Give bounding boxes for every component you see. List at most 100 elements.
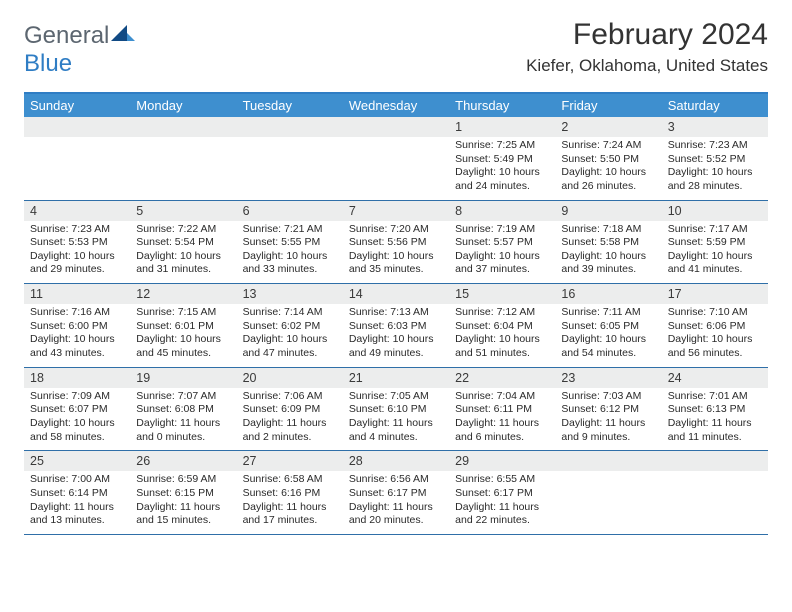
sunset-line: Sunset: 6:09 PM <box>243 403 337 417</box>
calendar-week: 1Sunrise: 7:25 AMSunset: 5:49 PMDaylight… <box>24 117 768 201</box>
sunrise-line: Sunrise: 7:16 AM <box>30 306 124 320</box>
sunset-line: Sunset: 5:57 PM <box>455 236 549 250</box>
sunrise-line: Sunrise: 7:19 AM <box>455 223 549 237</box>
day-info: Sunrise: 7:23 AMSunset: 5:53 PMDaylight:… <box>24 223 130 278</box>
calendar-day: 12Sunrise: 7:15 AMSunset: 6:01 PMDayligh… <box>130 284 236 367</box>
sunset-line: Sunset: 6:15 PM <box>136 487 230 501</box>
sunrise-line: Sunrise: 7:18 AM <box>561 223 655 237</box>
sunset-line: Sunset: 6:17 PM <box>455 487 549 501</box>
title-block: February 2024 Kiefer, Oklahoma, United S… <box>526 18 768 76</box>
calendar-day: 17Sunrise: 7:10 AMSunset: 6:06 PMDayligh… <box>662 284 768 367</box>
calendar-day: 14Sunrise: 7:13 AMSunset: 6:03 PMDayligh… <box>343 284 449 367</box>
sunset-line: Sunset: 5:55 PM <box>243 236 337 250</box>
daylight-line: Daylight: 10 hours and 56 minutes. <box>668 333 762 360</box>
calendar-day <box>343 117 449 200</box>
sunset-line: Sunset: 5:58 PM <box>561 236 655 250</box>
day-info: Sunrise: 7:03 AMSunset: 6:12 PMDaylight:… <box>555 390 661 445</box>
daylight-line: Daylight: 10 hours and 49 minutes. <box>349 333 443 360</box>
sunrise-line: Sunrise: 7:14 AM <box>243 306 337 320</box>
sunset-line: Sunset: 5:52 PM <box>668 153 762 167</box>
col-header: Thursday <box>449 94 555 117</box>
sunrise-line: Sunrise: 7:06 AM <box>243 390 337 404</box>
daylight-line: Daylight: 11 hours and 2 minutes. <box>243 417 337 444</box>
sunrise-line: Sunrise: 7:07 AM <box>136 390 230 404</box>
daylight-line: Daylight: 11 hours and 11 minutes. <box>668 417 762 444</box>
daylight-line: Daylight: 11 hours and 9 minutes. <box>561 417 655 444</box>
day-number: 8 <box>449 201 555 221</box>
day-number <box>237 117 343 137</box>
sunset-line: Sunset: 6:07 PM <box>30 403 124 417</box>
day-number: 12 <box>130 284 236 304</box>
day-info: Sunrise: 7:00 AMSunset: 6:14 PMDaylight:… <box>24 473 130 528</box>
sunrise-line: Sunrise: 6:56 AM <box>349 473 443 487</box>
calendar-day: 22 Sunrise: 7:04 AMSunset: 6:11 PMDayligh… <box>449 368 555 451</box>
daylight-line: Daylight: 10 hours and 54 minutes. <box>561 333 655 360</box>
daylight-line: Daylight: 10 hours and 33 minutes. <box>243 250 337 277</box>
daylight-line: Daylight: 10 hours and 41 minutes. <box>668 250 762 277</box>
day-info: Sunrise: 6:55 AMSunset: 6:17 PMDaylight:… <box>449 473 555 528</box>
day-number <box>555 451 661 471</box>
day-number: 17 <box>662 284 768 304</box>
day-info: Sunrise: 7:25 AMSunset: 5:49 PMDaylight:… <box>449 139 555 194</box>
day-info: Sunrise: 7:17 AMSunset: 5:59 PMDaylight:… <box>662 223 768 278</box>
day-info: Sunrise: 6:58 AMSunset: 6:16 PMDaylight:… <box>237 473 343 528</box>
day-info: Sunrise: 7:15 AMSunset: 6:01 PMDaylight:… <box>130 306 236 361</box>
calendar-day: 6Sunrise: 7:21 AMSunset: 5:55 PMDaylight… <box>237 201 343 284</box>
brand-word-1: General <box>24 22 109 49</box>
sunrise-line: Sunrise: 7:23 AM <box>30 223 124 237</box>
col-header: Sunday <box>24 94 130 117</box>
daylight-line: Daylight: 10 hours and 47 minutes. <box>243 333 337 360</box>
sunrise-line: Sunrise: 7:20 AM <box>349 223 443 237</box>
col-header: Tuesday <box>237 94 343 117</box>
sunset-line: Sunset: 6:05 PM <box>561 320 655 334</box>
calendar-day: 5Sunrise: 7:22 AMSunset: 5:54 PMDaylight… <box>130 201 236 284</box>
location: Kiefer, Oklahoma, United States <box>526 56 768 76</box>
day-info: Sunrise: 7:21 AMSunset: 5:55 PMDaylight:… <box>237 223 343 278</box>
day-info: Sunrise: 7:12 AMSunset: 6:04 PMDaylight:… <box>449 306 555 361</box>
sunset-line: Sunset: 6:11 PM <box>455 403 549 417</box>
calendar-day: 3Sunrise: 7:23 AMSunset: 5:52 PMDaylight… <box>662 117 768 200</box>
day-info: Sunrise: 7:19 AMSunset: 5:57 PMDaylight:… <box>449 223 555 278</box>
day-number <box>662 451 768 471</box>
day-number: 23 <box>555 368 661 388</box>
day-info: Sunrise: 6:59 AMSunset: 6:15 PMDaylight:… <box>130 473 236 528</box>
day-info: Sunrise: 7:20 AMSunset: 5:56 PMDaylight:… <box>343 223 449 278</box>
day-info: Sunrise: 7:07 AMSunset: 6:08 PMDaylight:… <box>130 390 236 445</box>
col-header: Monday <box>130 94 236 117</box>
sunset-line: Sunset: 6:04 PM <box>455 320 549 334</box>
sunset-line: Sunset: 5:59 PM <box>668 236 762 250</box>
day-number: 28 <box>343 451 449 471</box>
sunrise-line: Sunrise: 7:24 AM <box>561 139 655 153</box>
day-number: 1 <box>449 117 555 137</box>
sunrise-line: Sunrise: 7:00 AM <box>30 473 124 487</box>
daylight-line: Daylight: 10 hours and 26 minutes. <box>561 166 655 193</box>
calendar-day <box>24 117 130 200</box>
col-header: Friday <box>555 94 661 117</box>
daylight-line: Daylight: 11 hours and 6 minutes. <box>455 417 549 444</box>
day-number: 6 <box>237 201 343 221</box>
daylight-line: Daylight: 11 hours and 20 minutes. <box>349 501 443 528</box>
calendar-day: 7Sunrise: 7:20 AMSunset: 5:56 PMDaylight… <box>343 201 449 284</box>
day-number: 22 <box>449 368 555 388</box>
day-number: 14 <box>343 284 449 304</box>
calendar-day: 4Sunrise: 7:23 AMSunset: 5:53 PMDaylight… <box>24 201 130 284</box>
calendar-day: 1Sunrise: 7:25 AMSunset: 5:49 PMDaylight… <box>449 117 555 200</box>
calendar-day: 2Sunrise: 7:24 AMSunset: 5:50 PMDaylight… <box>555 117 661 200</box>
daylight-line: Daylight: 10 hours and 35 minutes. <box>349 250 443 277</box>
calendar-day: 10Sunrise: 7:17 AMSunset: 5:59 PMDayligh… <box>662 201 768 284</box>
daylight-line: Daylight: 10 hours and 29 minutes. <box>30 250 124 277</box>
calendar-day: 21Sunrise: 7:05 AMSunset: 6:10 PMDayligh… <box>343 368 449 451</box>
calendar-week: 18Sunrise: 7:09 AMSunset: 6:07 PMDayligh… <box>24 368 768 452</box>
day-info: Sunrise: 7:23 AMSunset: 5:52 PMDaylight:… <box>662 139 768 194</box>
daylight-line: Daylight: 10 hours and 24 minutes. <box>455 166 549 193</box>
sunrise-line: Sunrise: 7:04 AM <box>455 390 549 404</box>
sunrise-line: Sunrise: 7:01 AM <box>668 390 762 404</box>
day-info: Sunrise: 7:06 AMSunset: 6:09 PMDaylight:… <box>237 390 343 445</box>
calendar-day: 19Sunrise: 7:07 AMSunset: 6:08 PMDayligh… <box>130 368 236 451</box>
day-number: 26 <box>130 451 236 471</box>
calendar-day: 28Sunrise: 6:56 AMSunset: 6:17 PMDayligh… <box>343 451 449 534</box>
sunset-line: Sunset: 6:00 PM <box>30 320 124 334</box>
sunrise-line: Sunrise: 7:05 AM <box>349 390 443 404</box>
sunset-line: Sunset: 5:50 PM <box>561 153 655 167</box>
daylight-line: Daylight: 10 hours and 37 minutes. <box>455 250 549 277</box>
